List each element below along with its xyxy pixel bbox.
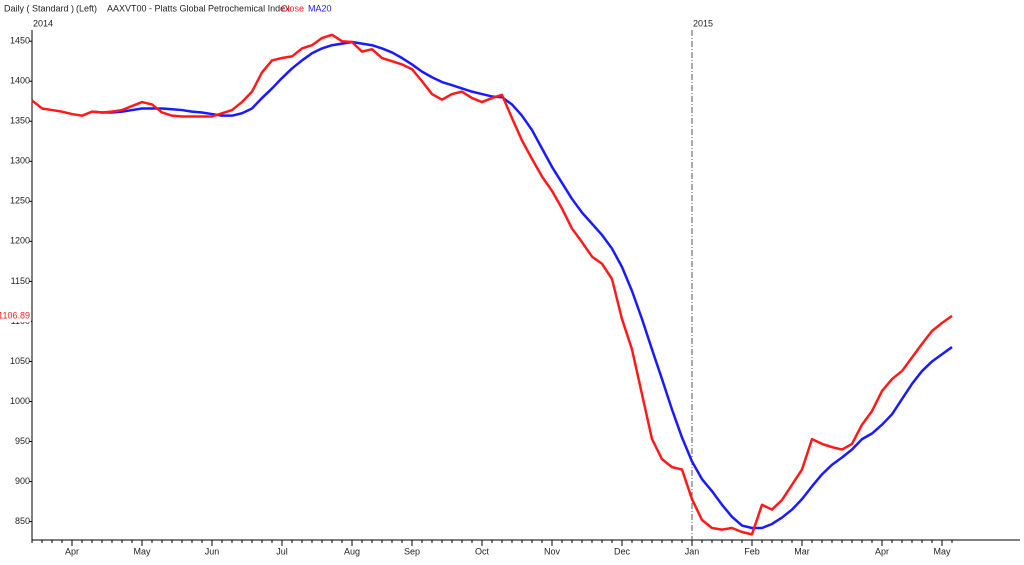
x-tick-label: Sep (404, 546, 420, 556)
y-tick-label: 850 (15, 516, 30, 526)
y-tick-label: 1300 (10, 156, 30, 166)
legend-entry: MA20 (308, 3, 332, 13)
year-label: 2015 (693, 18, 713, 28)
series-line (91, 40, 953, 530)
legend-entry: Close (281, 3, 304, 13)
y-tick-label: 1200 (10, 236, 30, 246)
chart-title: AAXVT00 - Platts Global Petrochemical In… (107, 3, 290, 13)
y-tick-label: 900 (15, 476, 30, 486)
x-tick-label: Feb (744, 546, 760, 556)
last-value-bg (0, 309, 31, 322)
x-tick-label: May (933, 546, 951, 556)
x-tick-label: Jun (205, 546, 220, 556)
x-tick-label: Oct (475, 546, 490, 556)
x-tick-label: Apr (65, 546, 79, 556)
y-tick-label: 1150 (11, 276, 30, 286)
year-label: 2014 (33, 18, 53, 28)
x-tick-label: Mar (794, 546, 810, 556)
y-tick-label: 1350 (10, 116, 30, 126)
y-tick-label: 1250 (10, 196, 30, 206)
series-line (31, 33, 953, 536)
last-value-label: 1106.89 (0, 310, 30, 320)
x-tick-label: Jan (685, 546, 700, 556)
x-tick-label: Aug (344, 546, 360, 556)
y-tick-label: 1400 (10, 76, 30, 86)
y-tick-label: 1050 (10, 356, 30, 366)
y-tick-label: 950 (15, 436, 30, 446)
x-tick-label: Jul (276, 546, 288, 556)
y-tick-label: 1000 (10, 396, 30, 406)
header-period: Daily ( Standard ) (4, 3, 74, 13)
x-tick-label: May (133, 546, 151, 556)
header-axis: (Left) (76, 3, 97, 13)
x-tick-label: Dec (614, 546, 631, 556)
x-tick-label: Apr (875, 546, 889, 556)
y-tick-label: 1450 (10, 36, 30, 46)
x-tick-label: Nov (544, 546, 561, 556)
